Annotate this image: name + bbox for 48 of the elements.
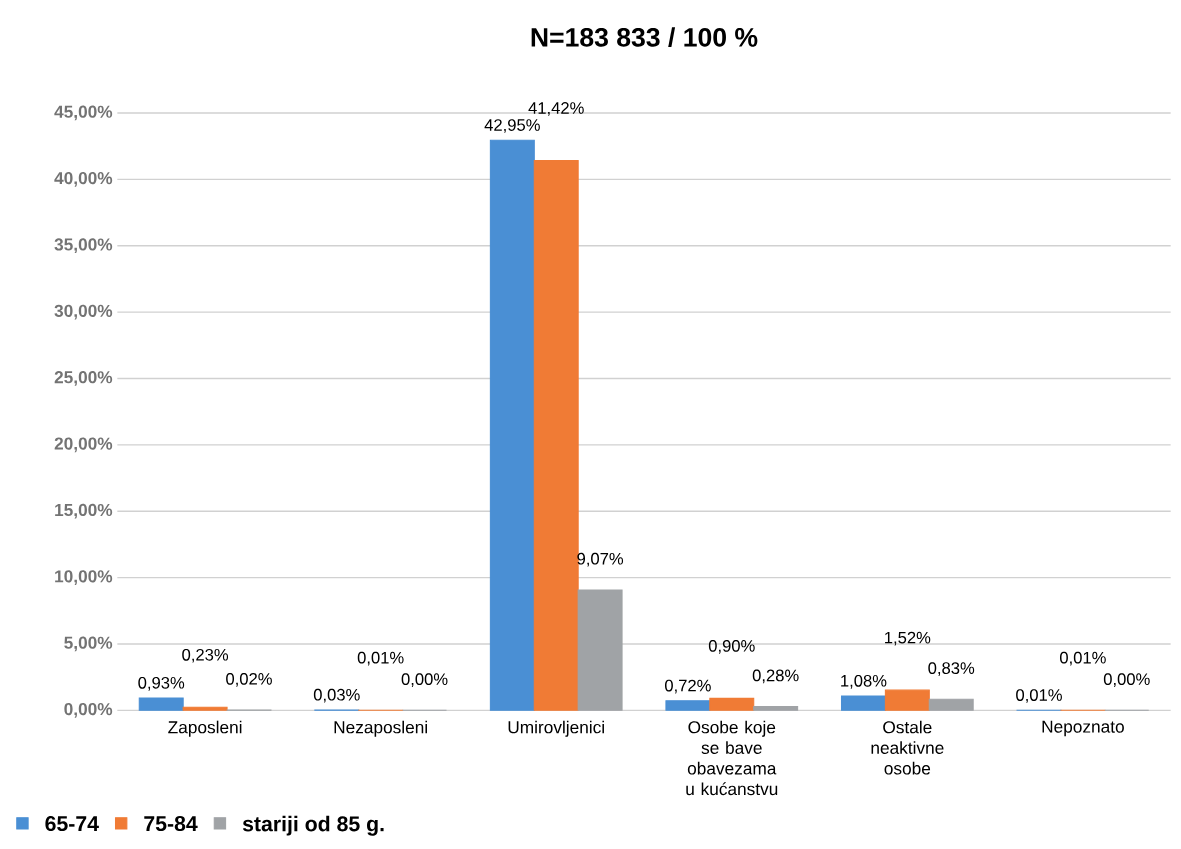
y-tick-label: 15,00%: [55, 503, 113, 519]
y-tick-label: 25,00%: [54, 371, 113, 386]
x-tick-label: Nepoznato: [1042, 720, 1124, 737]
data-label: 0,01%: [1016, 689, 1062, 703]
bar: [665, 700, 711, 711]
x-tick-label: Ostale neaktivne osobe: [871, 720, 944, 775]
legend-label: 65-74: [45, 816, 99, 832]
data-label: 42,95%: [484, 119, 540, 133]
legend-label: stariji od 85 g.: [242, 815, 384, 836]
data-label: 1,08%: [841, 674, 887, 689]
y-tick-label: 35,00%: [54, 238, 113, 254]
data-label: 0,01%: [1060, 651, 1106, 666]
data-label: 0,01%: [357, 651, 404, 666]
x-tick-label: Nezaposleni: [334, 720, 427, 737]
bar: [533, 159, 579, 711]
data-label: 41,42%: [528, 102, 584, 116]
y-tick-label: 0,00%: [64, 702, 113, 718]
data-label: 0,00%: [401, 673, 448, 687]
bar: [753, 706, 799, 711]
data-label: 0,02%: [226, 673, 272, 687]
y-tick-label: 10,00%: [55, 570, 113, 585]
legend-label: 75-84: [144, 816, 198, 832]
data-label: 0,03%: [313, 688, 360, 703]
bar: [577, 589, 623, 711]
x-tick-label: Umirovljenici: [508, 720, 604, 737]
data-label: 0,00%: [1103, 673, 1150, 687]
bar: [709, 697, 755, 711]
y-tick-label: 30,00%: [54, 304, 113, 320]
data-label: 0,90%: [708, 639, 755, 654]
x-tick-label: Zaposleni: [168, 720, 242, 737]
chart-title: N=183 833 / 100 %: [531, 27, 758, 48]
y-tick-label: 40,00%: [54, 171, 113, 187]
bar: [182, 706, 228, 711]
y-tick-label: 20,00%: [54, 437, 113, 453]
data-label: 0,23%: [182, 648, 229, 663]
bar: [928, 698, 974, 711]
bar: [138, 697, 184, 711]
data-label: 0,28%: [752, 669, 799, 684]
y-tick-label: 45,00%: [54, 105, 113, 121]
data-label: 1,52%: [885, 631, 931, 646]
data-label: 0,72%: [665, 679, 711, 694]
bar: [840, 695, 886, 711]
y-tick-label: 5,00%: [64, 636, 113, 652]
x-tick-label: Osobe koje se bave obavezama u kućanstvu: [686, 720, 778, 796]
bar: [489, 139, 535, 711]
data-label: 0,83%: [928, 662, 975, 676]
bar: [884, 689, 930, 711]
data-label: 0,93%: [138, 676, 185, 691]
